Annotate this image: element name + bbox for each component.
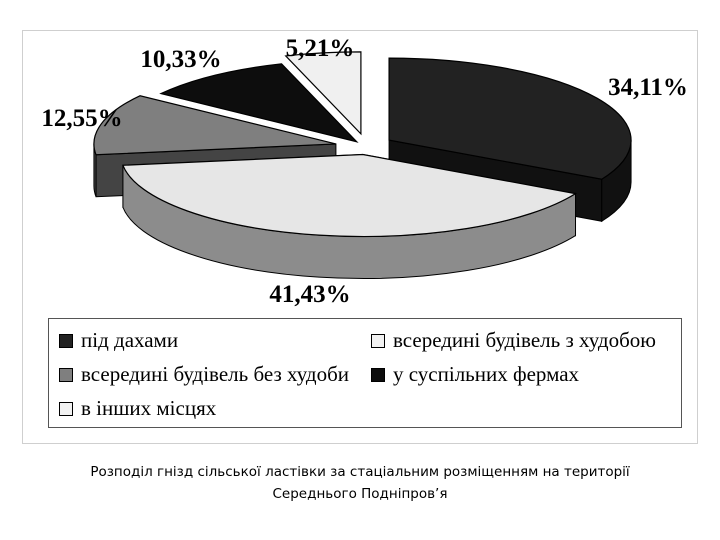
pie-slice — [284, 51, 362, 136]
pie-data-label: 41,43% — [269, 281, 350, 308]
legend-item-other-places: в інших місцях — [59, 396, 216, 421]
pie-slice — [122, 153, 578, 238]
figure-caption: Розподіл гнізд сільської ластівки за ста… — [40, 461, 680, 505]
pie-chart: 34,11% 41,43% 12,55% 10,33% 5,21% — [41, 35, 688, 308]
legend-swatch — [371, 333, 385, 348]
legend-item-under-roofs: під дахами — [59, 328, 178, 353]
pie-slice — [388, 57, 632, 180]
legend-item-inside-without-livestock: всередині будівель без худоби — [59, 362, 349, 387]
chart-legend: під дахами всередині будівель з худобою … — [48, 318, 682, 428]
caption-line-1: Розподіл гнізд сільської ластівки за ста… — [90, 464, 630, 480]
pie-slice — [159, 63, 359, 143]
legend-item-collective-farms: у суспільних фермах — [371, 362, 579, 387]
caption-line-2: Середнього Подніпров’я — [272, 486, 448, 502]
pie-data-label: 12,55% — [41, 105, 122, 132]
pie-data-label: 34,11% — [608, 74, 688, 101]
legend-label: в інших місцях — [81, 396, 217, 420]
pie-data-label: 5,21% — [286, 35, 355, 62]
legend-swatch — [59, 401, 73, 416]
legend-label: всередині будівель з худобою — [393, 328, 656, 352]
legend-label: під дахами — [81, 328, 179, 352]
legend-swatch — [371, 367, 385, 382]
legend-item-inside-with-livestock: всередині будівель з худобою — [371, 328, 656, 353]
pie-data-label: 10,33% — [140, 46, 221, 73]
legend-swatch — [59, 367, 73, 382]
pie-slice — [93, 95, 337, 156]
chart-frame — [22, 30, 698, 444]
pie-tops — [93, 51, 632, 238]
pie-labels: 34,11% 41,43% 12,55% 10,33% 5,21% — [41, 35, 688, 308]
legend-swatch — [59, 333, 73, 348]
legend-label: всередині будівель без худоби — [81, 362, 349, 386]
legend-label: у суспільних фермах — [393, 362, 580, 386]
